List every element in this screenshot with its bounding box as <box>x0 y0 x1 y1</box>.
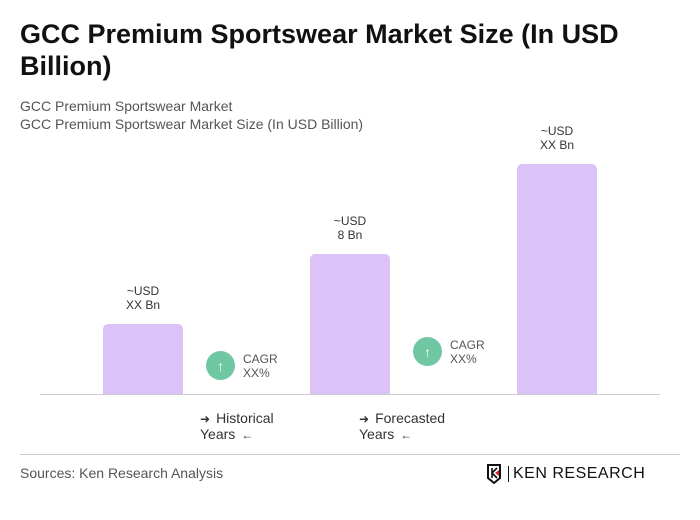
arrow-up-icon: ↑ <box>413 337 442 366</box>
cagr-badge-1: ↑ CAGR XX% <box>206 351 278 380</box>
sources: Sources: Ken Research Analysis <box>20 465 224 481</box>
arrow-left-icon: ← <box>400 428 413 442</box>
ken-research-logo: KEN RESEARCH <box>486 464 645 484</box>
bar-1 <box>103 324 183 394</box>
page-title: GCC Premium Sportswear Market Size (In U… <box>20 19 619 81</box>
bar-label-1: ~USD XX Bn <box>125 284 161 312</box>
legend-historical: ➜ Historical Years ← <box>200 410 274 442</box>
arrow-right-icon: ➜ <box>359 412 370 426</box>
logo-icon <box>487 464 501 484</box>
arrow-up-icon: ↑ <box>206 351 235 380</box>
subtitle: GCC Premium Sportswear Market <box>20 98 233 114</box>
bar-label-3: ~USD XX Bn <box>539 124 575 152</box>
cagr-badge-2: ↑ CAGR XX% <box>413 337 485 366</box>
arrow-right-icon: ➜ <box>200 412 211 426</box>
subtitle-2: GCC Premium Sportswear Market Size (In U… <box>20 116 364 132</box>
divider <box>20 454 680 455</box>
logo-text: KEN RESEARCH <box>513 465 646 482</box>
bar-3 <box>517 164 597 394</box>
legend-forecasted: ➜ Forecasted Years ← <box>359 410 446 442</box>
bar-label-2: ~USD 8 Bn <box>333 214 367 242</box>
arrow-left-icon: ← <box>241 428 254 442</box>
x-axis <box>40 394 660 395</box>
bar-2 <box>310 254 390 394</box>
